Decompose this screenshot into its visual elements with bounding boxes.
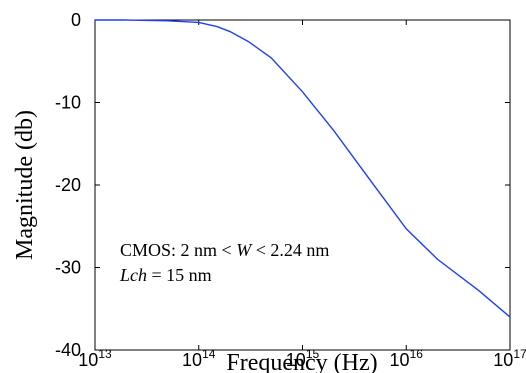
x-tick-label-exponent: 13: [98, 347, 112, 361]
x-tick-label-base: 10: [286, 350, 306, 370]
x-tick-label-base: 10: [390, 350, 410, 370]
y-tick-label: -40: [55, 340, 81, 360]
x-tick-label: 1015: [286, 347, 320, 370]
annotation-line-1-var: W: [236, 240, 253, 260]
x-axis-title: Frequency (Hz): [226, 350, 377, 373]
y-tick-label: -20: [55, 175, 81, 195]
y-tick-label: 0: [71, 10, 81, 30]
x-tick-label-base: 10: [78, 350, 98, 370]
y-tick-label: -10: [55, 93, 81, 113]
annotation-line-2-var: Lch: [119, 265, 147, 285]
annotation-line-2: Lch = 15 nm: [119, 265, 212, 285]
x-tick-labels: 1013 1014 1015 1016 1017: [78, 347, 526, 370]
x-tick-label-base: 10: [182, 350, 202, 370]
series-line: [95, 19, 511, 318]
x-tick-label-base: 10: [493, 350, 513, 370]
y-axis-title: Magnitude (db): [12, 110, 38, 260]
x-tick-label: 1014: [182, 347, 216, 370]
x-tick-label: 1017: [493, 347, 526, 370]
x-tick-label: 1013: [78, 347, 112, 370]
y-tick-label: -30: [55, 258, 81, 278]
x-tick-label-exponent: 14: [202, 347, 216, 361]
annotation-line-1-prefix: CMOS: 2 nm <: [120, 240, 236, 260]
annotation-line-1: CMOS: 2 nm < W < 2.24 nm: [120, 240, 329, 260]
x-tick-label-exponent: 17: [513, 347, 526, 361]
annotation-line-1-suffix: < 2.24 nm: [251, 240, 329, 260]
x-tick-label: 1016: [390, 347, 424, 370]
x-tick-label-exponent: 16: [410, 347, 424, 361]
x-tick-label-exponent: 15: [306, 347, 320, 361]
plot-frame: [94, 19, 511, 351]
annotation-line-2-suffix: = 15 nm: [147, 265, 212, 285]
y-tick-labels: 0 -10 -20 -30 -40: [55, 10, 81, 360]
tick-marks: [94, 19, 511, 351]
